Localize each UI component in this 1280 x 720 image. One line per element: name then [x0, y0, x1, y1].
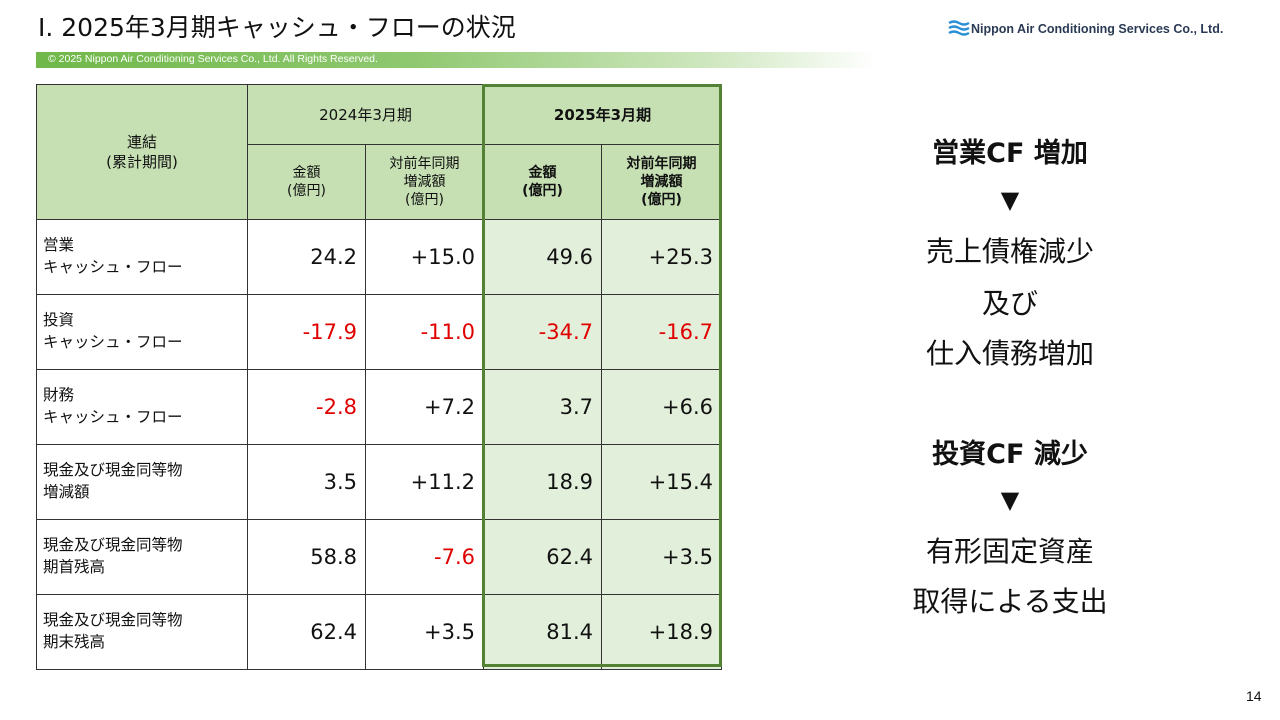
col-header-line: (億円): [287, 183, 326, 199]
operating-cf-heading: 営業CF 増加: [932, 138, 1088, 169]
operating-cf-reason-3: 仕入債務増加: [925, 337, 1094, 370]
row-label-line: 投資: [43, 311, 75, 330]
col-header-line: 対前年同期: [389, 155, 460, 172]
value-2024: -17.9: [247, 294, 366, 370]
value-2025: -34.7: [483, 294, 602, 370]
value-2024: 62.4: [247, 594, 366, 670]
wave-logo-icon: [948, 19, 970, 39]
copyright-text: © 2025 Nippon Air Conditioning Services …: [48, 53, 378, 65]
logo-text: Nippon Air Conditioning Services Co., Lt…: [971, 22, 1224, 36]
col-header-line: 金額: [292, 164, 321, 181]
row-label-line: 財務: [43, 386, 75, 405]
col-header-line: (億円): [641, 192, 682, 209]
table-row-financing-cf: 財務 キャッシュ・フロー -2.8 +7.2 3.7 +6.6: [36, 369, 722, 445]
yoy-2025: -16.7: [601, 294, 722, 370]
table-row-cash-change: 現金及び現金同等物 増減額 3.5 +11.2 18.9 +15.4: [36, 444, 722, 520]
row-label-line: 増減額: [43, 483, 90, 501]
yoy-2025: +3.5: [601, 519, 722, 595]
row-label-line: 営業: [43, 236, 75, 255]
yoy-2025: +18.9: [601, 594, 722, 670]
yoy-2024: +3.5: [365, 594, 484, 670]
yoy-2025: +15.4: [601, 444, 722, 520]
period-2024-header: 2024年3月期: [247, 84, 484, 145]
operating-cf-reason-1: 売上債権減少: [925, 235, 1094, 268]
table-row-cash-beginning: 現金及び現金同等物 期首残高 58.8 -7.6 62.4 +3.5: [36, 519, 722, 595]
col-2024-amount-header: 金額 (億円): [247, 144, 366, 220]
copyright-band: © 2025 Nippon Air Conditioning Services …: [36, 52, 876, 68]
row-label: 投資 キャッシュ・フロー: [36, 294, 248, 370]
down-arrow-icon: ▼: [1000, 486, 1020, 514]
row-label: 営業 キャッシュ・フロー: [36, 219, 248, 295]
value-2025: 81.4: [483, 594, 602, 670]
yoy-2025: +6.6: [601, 369, 722, 445]
col-header-line: (億円): [405, 192, 444, 209]
corner-label-cell: 連結 (累計期間): [36, 84, 248, 220]
col-header-line: (億円): [522, 183, 563, 199]
col-header-line: 増減額: [403, 173, 446, 190]
page-title: Ⅰ. 2025年3月期キャッシュ・フローの状況: [38, 13, 516, 42]
yoy-2024: -11.0: [365, 294, 484, 370]
value-2024: 58.8: [247, 519, 366, 595]
investing-cf-heading: 投資CF 減少: [932, 439, 1088, 470]
row-label: 財務 キャッシュ・フロー: [36, 369, 248, 445]
col-header-line: 増減額: [640, 173, 683, 190]
investing-cf-reason-1: 有形固定資産: [925, 535, 1094, 568]
col-header-line: 対前年同期: [626, 155, 697, 172]
row-label-line: 期末残高: [43, 633, 106, 651]
row-label-line: 現金及び現金同等物: [43, 611, 183, 630]
row-label-line: 期首残高: [43, 558, 106, 576]
table-row-cash-ending: 現金及び現金同等物 期末残高 62.4 +3.5 81.4 +18.9: [36, 594, 722, 670]
row-label-line: 現金及び現金同等物: [43, 461, 183, 480]
corner-label-line2: (累計期間): [106, 153, 178, 171]
page-number: 14: [1246, 688, 1262, 704]
yoy-2024: +15.0: [365, 219, 484, 295]
value-2025: 49.6: [483, 219, 602, 295]
col-2025-amount-header: 金額 (億円): [483, 144, 602, 220]
row-label: 現金及び現金同等物 期首残高: [36, 519, 248, 595]
table-row-investing-cf: 投資 キャッシュ・フロー -17.9 -11.0 -34.7 -16.7: [36, 294, 722, 370]
row-label-line: キャッシュ・フロー: [43, 258, 183, 276]
row-label-line: キャッシュ・フロー: [43, 408, 183, 426]
value-2024: -2.8: [247, 369, 366, 445]
period-2025-header: 2025年3月期: [483, 84, 722, 145]
down-arrow-icon: ▼: [1000, 186, 1020, 214]
value-2025: 3.7: [483, 369, 602, 445]
value-2024: 3.5: [247, 444, 366, 520]
value-2025: 62.4: [483, 519, 602, 595]
row-label: 現金及び現金同等物 増減額: [36, 444, 248, 520]
yoy-2025: +25.3: [601, 219, 722, 295]
company-logo: Nippon Air Conditioning Services Co., Lt…: [948, 18, 1223, 40]
table-header-row: 連結 (累計期間) 2024年3月期 2025年3月期: [36, 84, 722, 220]
corner-label-line1: 連結: [126, 132, 157, 151]
col-header-line: 金額: [528, 164, 557, 181]
col-2025-yoy-header: 対前年同期 増減額 (億円): [601, 144, 722, 220]
value-2025: 18.9: [483, 444, 602, 520]
yoy-2024: +11.2: [365, 444, 484, 520]
table-row-operating-cf: 営業 キャッシュ・フロー 24.2 +15.0 49.6 +25.3: [36, 219, 722, 295]
operating-cf-reason-2: 及び: [981, 287, 1038, 320]
table-subheader-row: 金額 (億円) 対前年同期 増減額 (億円) 金額 (億円) 対前年同期 増減額…: [37, 144, 722, 220]
row-label-line: 現金及び現金同等物: [43, 536, 183, 555]
row-label: 現金及び現金同等物 期末残高: [36, 594, 248, 670]
cash-flow-table: 連結 (累計期間) 2024年3月期 2025年3月期 金額 (億円) 対前年同…: [36, 84, 722, 670]
value-2024: 24.2: [247, 219, 366, 295]
yoy-2024: +7.2: [365, 369, 484, 445]
col-2024-yoy-header: 対前年同期 増減額 (億円): [365, 144, 484, 220]
investing-cf-reason-2: 取得による支出: [912, 585, 1108, 618]
yoy-2024: -7.6: [365, 519, 484, 595]
row-label-line: キャッシュ・フロー: [43, 333, 183, 351]
